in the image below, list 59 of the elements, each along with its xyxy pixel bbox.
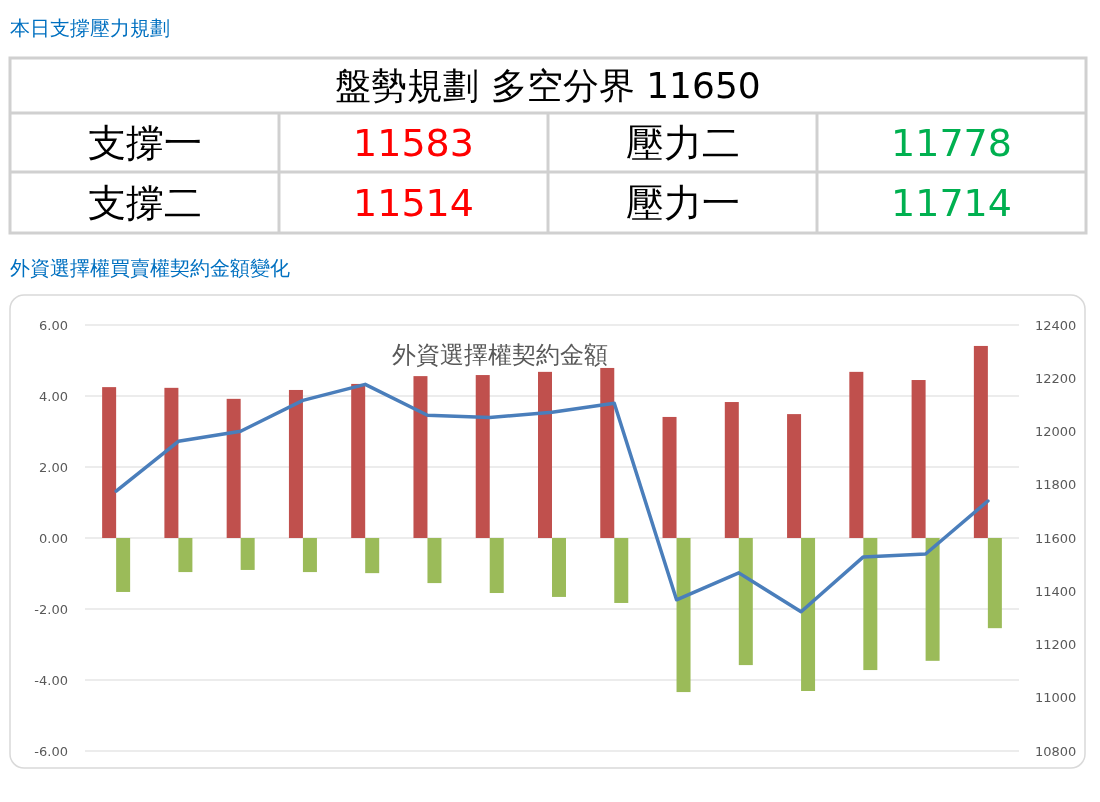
bar xyxy=(302,538,317,573)
bar xyxy=(164,387,179,538)
bar xyxy=(489,538,504,594)
bar xyxy=(552,538,566,597)
bar xyxy=(662,416,677,538)
line-series xyxy=(114,382,990,614)
data-label: 11514 xyxy=(353,180,474,225)
y-tick-label: -4.00 xyxy=(34,672,68,688)
bar xyxy=(226,398,241,538)
bar xyxy=(911,380,926,538)
bar xyxy=(538,371,552,538)
y-tick-label: -2.00 xyxy=(34,601,68,617)
data-label: 11778 xyxy=(891,120,1012,165)
bar xyxy=(863,538,878,671)
bar xyxy=(116,538,131,592)
category-label: 壓力二 xyxy=(625,120,740,165)
y2-tick-label: 12000 xyxy=(1035,424,1077,439)
bar xyxy=(801,538,816,692)
bar xyxy=(413,376,428,538)
y2-tick-label: 11200 xyxy=(1035,637,1077,652)
data-label: 11714 xyxy=(891,180,1012,225)
y2-tick-label: 11000 xyxy=(1035,690,1077,706)
bar xyxy=(102,387,117,538)
y2-tick-label: 11800 xyxy=(1035,477,1077,493)
y-tick-label: 0.00 xyxy=(39,530,68,546)
bar xyxy=(178,538,193,573)
bar xyxy=(614,538,629,603)
y2-tick-label: 11600 xyxy=(1035,530,1077,546)
bar xyxy=(925,538,940,661)
bar xyxy=(676,538,691,693)
bar xyxy=(787,414,802,538)
bar xyxy=(849,371,864,538)
y-tick-label: 6.00 xyxy=(39,317,68,333)
text: 本日支撐壓力規劃 xyxy=(10,16,170,40)
bar xyxy=(987,538,1002,629)
bar xyxy=(724,402,739,538)
y2-tick-label: 11400 xyxy=(1035,583,1077,599)
category-label: 支撐二 xyxy=(87,180,202,225)
y-tick-label: 2.00 xyxy=(39,459,68,475)
y2-tick-label: 12400 xyxy=(1035,317,1077,333)
category-label: 支撐一 xyxy=(87,120,202,165)
bar xyxy=(365,538,380,574)
bar xyxy=(240,538,255,570)
y-tick-label: -6.00 xyxy=(34,743,68,759)
data-label: 11583 xyxy=(353,120,474,165)
bar xyxy=(738,538,753,666)
y2-tick-label: 12200 xyxy=(1035,370,1077,386)
bar xyxy=(475,375,490,538)
category-label: 壓力一 xyxy=(625,180,740,225)
bar xyxy=(351,383,366,538)
chart-subtitle: 外資選擇權買賣權契約金額變化 xyxy=(10,256,290,280)
bar xyxy=(427,538,442,584)
bar xyxy=(973,345,988,538)
text: 盤勢規劃 多空分界 11650 xyxy=(335,65,761,106)
text: 外資選擇權契約金額 xyxy=(392,341,608,369)
y-tick-label: 4.00 xyxy=(39,388,68,404)
bar xyxy=(600,367,615,538)
bar xyxy=(288,389,303,538)
y2-tick-label: 10800 xyxy=(1035,743,1077,759)
